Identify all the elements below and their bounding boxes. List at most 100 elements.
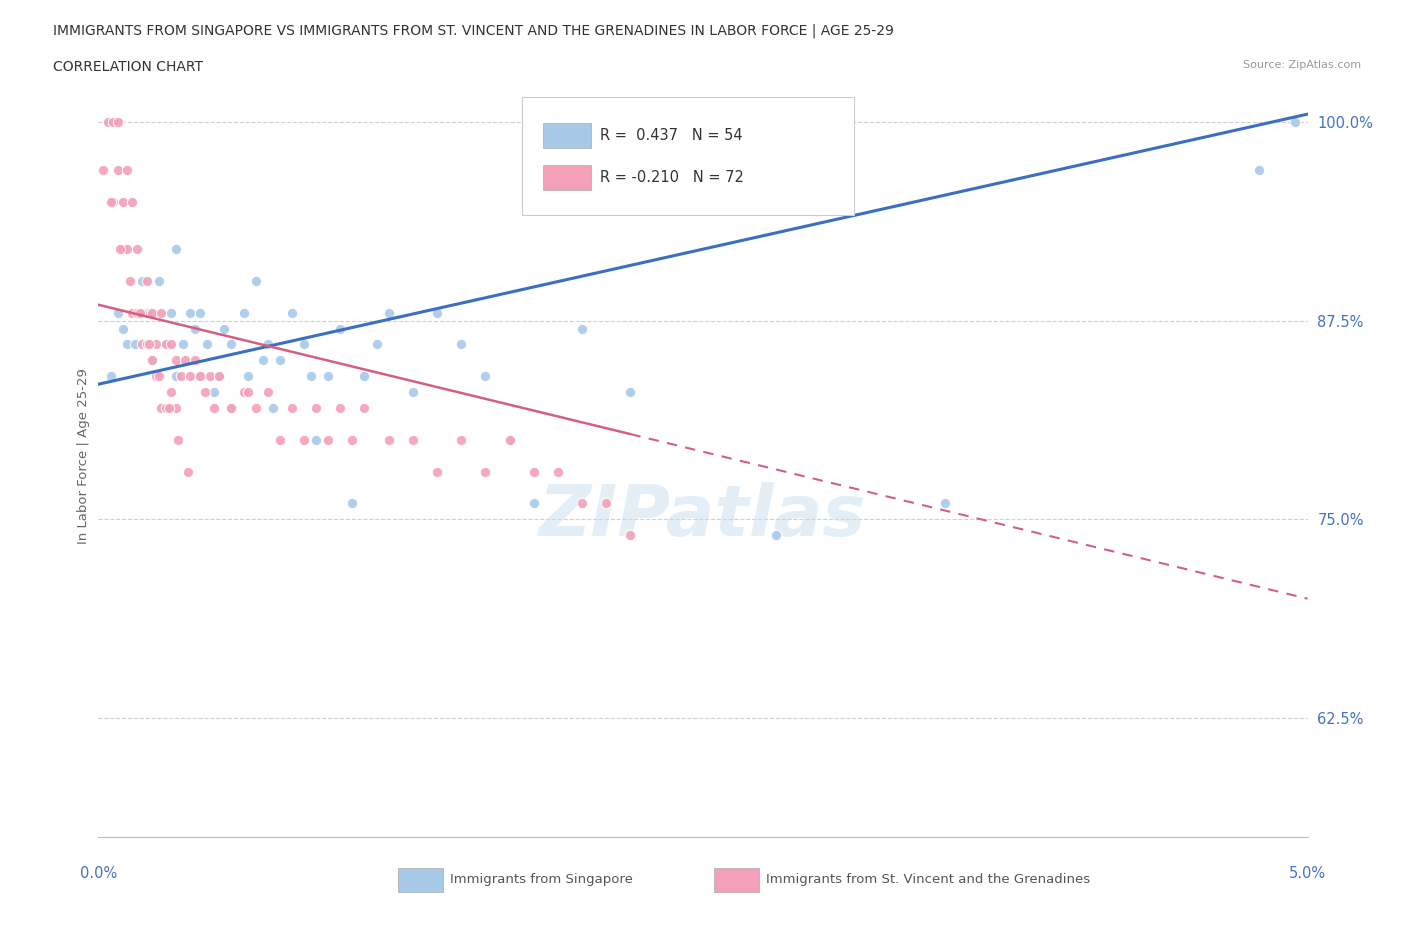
Point (498, 432, 520, 447)
Point (292, 432, 315, 447)
Point (188, 369, 211, 384)
Point (208, 369, 231, 384)
Point (145, 337, 167, 352)
Point (547, 464, 569, 479)
Point (177, 464, 200, 479)
Point (121, 305, 143, 320)
Point (135, 337, 157, 352)
Point (160, 337, 183, 352)
Point (148, 273, 170, 288)
Point (619, 527, 641, 542)
Point (121, 194, 143, 209)
Point (619, 385, 641, 400)
Point (195, 337, 218, 352)
Point (1284, 114, 1306, 129)
Point (292, 337, 315, 352)
Point (221, 337, 243, 352)
Point (474, 369, 496, 384)
Point (426, 464, 449, 479)
Text: Immigrants from St. Vincent and the Grenadines: Immigrants from St. Vincent and the Gren… (766, 873, 1091, 886)
Point (127, 305, 149, 320)
Point (155, 337, 177, 352)
Y-axis label: In Labor Force | Age 25-29: In Labor Force | Age 25-29 (77, 367, 90, 544)
Point (221, 401, 243, 416)
Point (179, 305, 201, 320)
Text: 0.0%: 0.0% (80, 866, 117, 881)
Text: Immigrants from Singapore: Immigrants from Singapore (450, 873, 633, 886)
Point (232, 385, 254, 400)
Point (208, 369, 231, 384)
Point (377, 432, 399, 447)
Point (523, 496, 546, 511)
FancyBboxPatch shape (522, 98, 855, 216)
Point (100, 369, 122, 384)
Point (316, 432, 339, 447)
Point (342, 496, 364, 511)
Point (252, 353, 274, 368)
Point (498, 432, 520, 447)
Point (232, 305, 254, 320)
Point (221, 401, 243, 416)
Point (157, 401, 180, 416)
Point (316, 369, 339, 384)
Point (135, 273, 157, 288)
Point (117, 163, 139, 178)
Point (329, 321, 352, 336)
Point (165, 369, 187, 384)
Point (188, 369, 211, 384)
Point (474, 464, 496, 479)
Text: 5.0%: 5.0% (1289, 866, 1326, 881)
Point (329, 401, 352, 416)
Point (305, 432, 328, 447)
Point (281, 401, 304, 416)
Point (108, 242, 131, 257)
Point (184, 353, 207, 368)
Text: R =  0.437   N = 54: R = 0.437 N = 54 (600, 128, 742, 143)
Point (174, 353, 197, 368)
Point (426, 305, 449, 320)
Point (204, 401, 226, 416)
Point (117, 242, 139, 257)
Point (160, 305, 183, 320)
Point (571, 496, 593, 511)
Point (107, 114, 129, 129)
Point (299, 369, 322, 384)
Point (111, 321, 134, 336)
Point (269, 353, 291, 368)
Text: IMMIGRANTS FROM SINGAPORE VS IMMIGRANTS FROM ST. VINCENT AND THE GRENADINES IN L: IMMIGRANTS FROM SINGAPORE VS IMMIGRANTS … (53, 23, 894, 38)
Point (165, 353, 187, 368)
Point (141, 305, 163, 320)
Point (131, 273, 153, 288)
Point (138, 337, 160, 352)
Point (571, 321, 593, 336)
FancyBboxPatch shape (543, 123, 591, 148)
Point (141, 305, 163, 320)
Point (172, 337, 194, 352)
Point (101, 114, 124, 129)
Point (179, 369, 201, 384)
Point (353, 401, 375, 416)
Point (131, 337, 153, 352)
Point (141, 353, 163, 368)
Point (198, 369, 221, 384)
Point (107, 163, 129, 178)
Point (245, 273, 267, 288)
Point (155, 401, 177, 416)
Point (377, 305, 399, 320)
Point (402, 385, 425, 400)
Point (262, 401, 284, 416)
Point (169, 369, 191, 384)
Point (127, 242, 149, 257)
Point (118, 273, 141, 288)
Point (366, 337, 388, 352)
Point (238, 385, 260, 400)
Point (204, 385, 226, 400)
Point (450, 337, 472, 352)
Point (100, 194, 122, 209)
Point (165, 401, 187, 416)
Point (342, 432, 364, 447)
Point (269, 432, 291, 447)
Point (124, 337, 146, 352)
Point (97, 114, 120, 129)
Point (111, 242, 134, 257)
